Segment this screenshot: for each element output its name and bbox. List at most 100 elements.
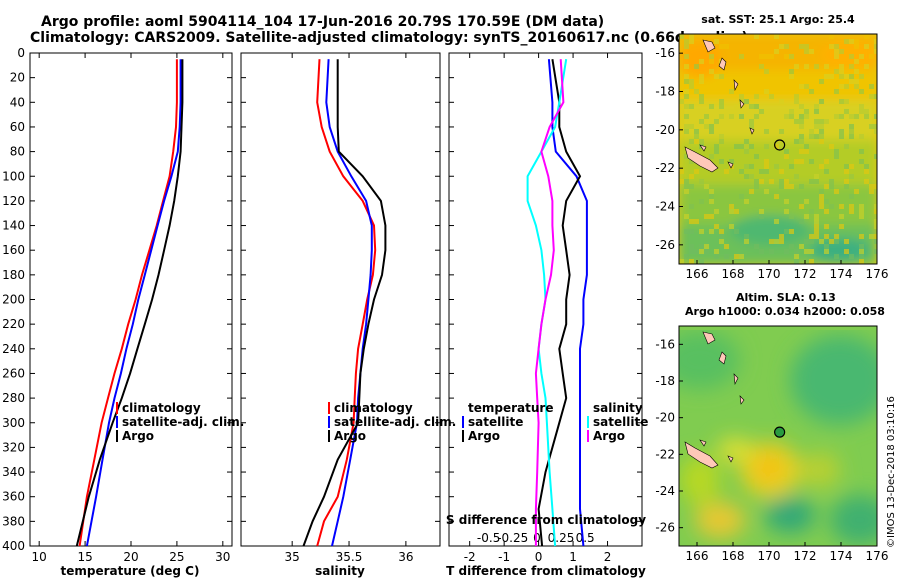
sst-pixel — [759, 214, 764, 219]
x-tick-label: 36 — [398, 550, 413, 564]
sst-pixel — [839, 49, 844, 54]
series-line-climatology — [316, 59, 377, 547]
sst-pixel — [759, 209, 764, 214]
sst-pixel — [819, 99, 824, 104]
sst-pixel — [784, 184, 789, 189]
sst-pixel — [844, 84, 849, 89]
sst-pixel — [794, 159, 799, 164]
sst-pixel — [739, 54, 744, 59]
sst-pixel — [719, 229, 724, 234]
sst-pixel — [774, 239, 779, 244]
sst-pixel — [844, 109, 849, 114]
sst-pixel — [799, 124, 804, 129]
sla-map-title-line1: Altim. SLA: 0.13 — [736, 291, 836, 304]
sst-pixel — [864, 179, 869, 184]
sst-pixel — [744, 139, 749, 144]
map-lat-label: -26 — [655, 238, 675, 252]
sst-pixel — [819, 239, 824, 244]
sst-pixel — [809, 179, 814, 184]
sst-pixel — [844, 169, 849, 174]
sst-pixel — [789, 164, 794, 169]
sst-pixel — [809, 239, 814, 244]
y-tick-label: 300 — [2, 416, 25, 430]
sst-pixel — [794, 94, 799, 99]
sst-pixel — [819, 204, 824, 209]
sst-pixel — [804, 44, 809, 49]
sst-pixel — [789, 229, 794, 234]
sst-pixel — [814, 234, 819, 239]
y-tick-label: 180 — [2, 268, 25, 282]
sst-pixel — [824, 169, 829, 174]
y-tick-label: 400 — [2, 539, 25, 553]
sst-pixel — [774, 194, 779, 199]
sst-pixel — [789, 74, 794, 79]
sst-pixel — [819, 164, 824, 169]
sst-pixel — [849, 174, 854, 179]
sst-pixel — [699, 79, 704, 84]
y-tick-label: 20 — [10, 71, 25, 85]
sst-pixel — [764, 159, 769, 164]
sst-pixel — [804, 199, 809, 204]
series-line-satellite-adj-clim — [325, 59, 373, 547]
sst-pixel — [854, 69, 859, 74]
sst-pixel — [684, 129, 689, 134]
sst-pixel — [709, 124, 714, 129]
sst-pixel — [874, 114, 877, 119]
sst-pixel — [839, 224, 844, 229]
sst-pixel — [719, 239, 724, 244]
legend-satellite-label: satellite-adj. clim. — [122, 415, 244, 429]
sst-pixel — [709, 129, 714, 134]
new-caledonia-island — [684, 146, 719, 173]
s-tick-label: -0.5 — [477, 531, 500, 545]
sst-pixel — [719, 114, 724, 119]
sst-pixel — [864, 169, 869, 174]
sst-pixel — [709, 199, 714, 204]
sst-pixel — [784, 114, 789, 119]
sst-pixel — [859, 209, 864, 214]
sst-pixel — [824, 209, 829, 214]
y-tick-label: 160 — [2, 243, 25, 257]
sst-pixel — [834, 234, 839, 239]
map-lat-label: -16 — [655, 46, 675, 60]
sst-pixel — [829, 34, 834, 39]
difference-xlabel-top: S difference from climatology — [446, 513, 646, 527]
sst-pixel — [789, 69, 794, 74]
sst-pixel — [754, 184, 759, 189]
sst-pixel — [749, 124, 754, 129]
sst-pixel — [749, 189, 754, 194]
vanuatu-islands — [702, 39, 745, 109]
sst-pixel — [809, 159, 814, 164]
x-tick-label: 35.5 — [336, 550, 363, 564]
sst-pixel — [864, 34, 869, 39]
sst-pixel — [794, 254, 799, 259]
sst-pixel — [809, 234, 814, 239]
sst-pixel — [779, 184, 784, 189]
sst-pixel — [689, 34, 694, 39]
map-lon-label: 170 — [758, 267, 781, 281]
sla-map-frame — [678, 325, 878, 547]
sst-pixel — [814, 124, 819, 129]
sst-pixel — [764, 164, 769, 169]
sst-pixel — [819, 199, 824, 204]
sst-pixel — [849, 204, 854, 209]
map-lat-label: -24 — [655, 200, 675, 214]
sst-pixel — [844, 164, 849, 169]
sst-pixel — [829, 179, 834, 184]
sst-pixel — [869, 94, 874, 99]
sst-pixel — [849, 124, 854, 129]
sst-pixel — [819, 79, 824, 84]
sst-pixel — [874, 209, 877, 214]
sst-pixel — [689, 249, 694, 254]
sst-pixel — [824, 119, 829, 124]
sst-pixel — [804, 114, 809, 119]
sst-pixel — [734, 254, 739, 259]
sst-pixel — [784, 44, 789, 49]
difference-legend: temperature satellite Argo salinity sate… — [462, 401, 648, 443]
sst-pixel — [684, 94, 689, 99]
y-tick-label: 340 — [2, 465, 25, 479]
sst-pixel — [859, 244, 864, 249]
sst-pixel — [709, 69, 714, 74]
sst-pixel — [794, 119, 799, 124]
sst-pixel — [774, 144, 779, 149]
